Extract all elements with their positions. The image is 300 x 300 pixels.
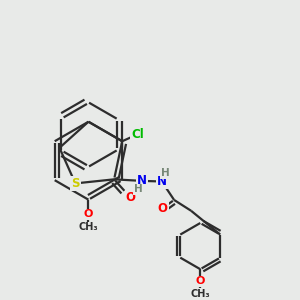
- Text: S: S: [71, 177, 80, 190]
- Text: O: O: [84, 209, 93, 219]
- Text: O: O: [126, 191, 136, 204]
- Text: N: N: [137, 174, 147, 188]
- Text: H: H: [161, 168, 170, 178]
- Text: CH₃: CH₃: [190, 289, 210, 299]
- Text: O: O: [158, 202, 168, 214]
- Text: Cl: Cl: [131, 128, 144, 141]
- Text: N: N: [157, 175, 167, 188]
- Text: H: H: [134, 184, 142, 194]
- Text: CH₃: CH₃: [79, 222, 98, 233]
- Text: O: O: [196, 277, 205, 286]
